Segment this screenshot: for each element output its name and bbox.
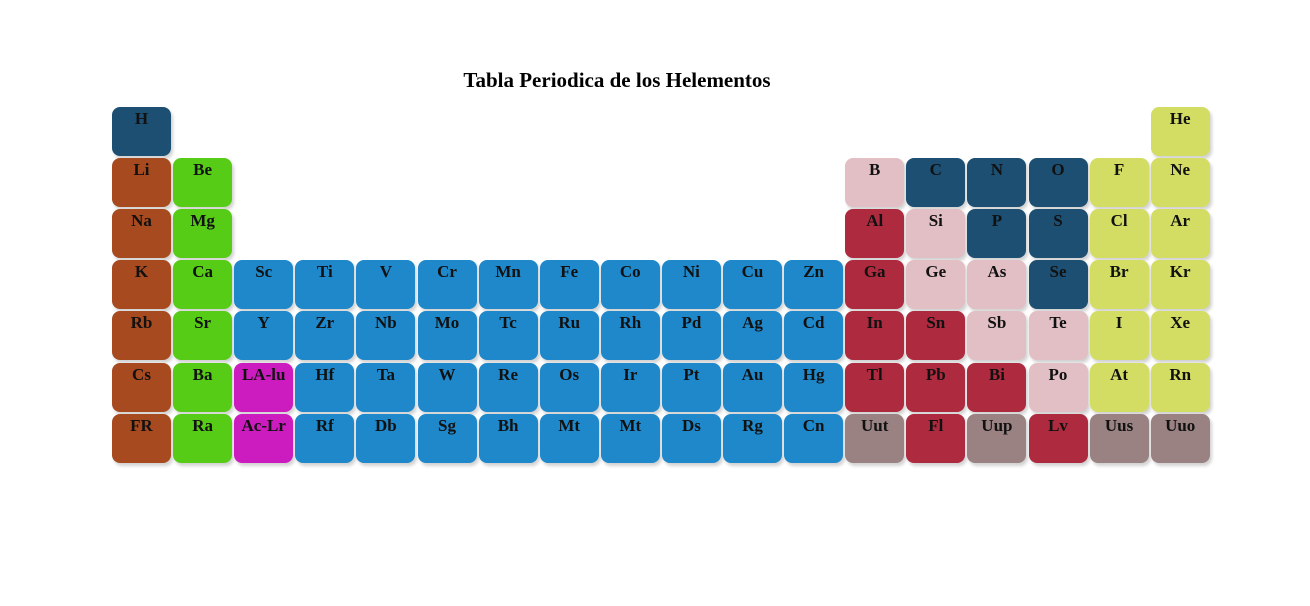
element-cell-sr[interactable]: Sr <box>173 311 233 361</box>
element-cell-cl[interactable]: Cl <box>1089 209 1149 259</box>
element-cell-hf[interactable]: Hf <box>295 362 355 412</box>
element-cell-s[interactable]: S <box>1028 209 1088 259</box>
element-cell-ra[interactable]: Ra <box>173 413 233 463</box>
element-cell-ni[interactable]: Ni <box>661 260 721 310</box>
element-cell-tc[interactable]: Tc <box>478 311 538 361</box>
element-cell-cs[interactable]: Cs <box>112 362 171 412</box>
periodic-table-grid: H He Li Be B C N O F Ne Na Mg Al Si P S Cl Ar K Ca Sc Ti V Cr Mn… <box>112 107 1212 467</box>
element-cell-mg[interactable]: Mg <box>173 209 233 259</box>
element-cell-sg[interactable]: Sg <box>417 413 477 463</box>
element-cell-ne[interactable]: Ne <box>1150 158 1210 208</box>
element-cell-at[interactable]: At <box>1089 362 1149 412</box>
element-cell-he[interactable]: He <box>1150 107 1210 156</box>
element-cell-co[interactable]: Co <box>600 260 660 310</box>
element-cell-w[interactable]: W <box>417 362 477 412</box>
element-cell-rf[interactable]: Rf <box>295 413 355 463</box>
element-cell-ti[interactable]: Ti <box>295 260 355 310</box>
element-cell-fr[interactable]: FR <box>112 413 171 463</box>
element-cell-kr[interactable]: Kr <box>1150 260 1210 310</box>
element-cell-v[interactable]: V <box>356 260 416 310</box>
element-cell-re[interactable]: Re <box>478 362 538 412</box>
element-cell-la-lu[interactable]: LA-lu <box>234 362 294 412</box>
element-cell-uus[interactable]: Uus <box>1089 413 1149 463</box>
element-cell-uut[interactable]: Uut <box>845 413 905 463</box>
element-cell-cn[interactable]: Cn <box>784 413 844 463</box>
element-cell-sn[interactable]: Sn <box>906 311 966 361</box>
element-cell-rn[interactable]: Rn <box>1150 362 1210 412</box>
element-cell-as[interactable]: As <box>967 260 1027 310</box>
element-cell-al[interactable]: Al <box>845 209 905 259</box>
element-cell-po[interactable]: Po <box>1028 362 1088 412</box>
element-cell-br[interactable]: Br <box>1089 260 1149 310</box>
element-cell-mt[interactable]: Mt <box>600 413 660 463</box>
element-cell-bh[interactable]: Bh <box>478 413 538 463</box>
element-cell-xe[interactable]: Xe <box>1150 311 1210 361</box>
element-cell-rb[interactable]: Rb <box>112 311 171 361</box>
element-cell-in[interactable]: In <box>845 311 905 361</box>
element-cell-mo[interactable]: Mo <box>417 311 477 361</box>
element-cell-uup[interactable]: Uup <box>967 413 1027 463</box>
element-cell-pb[interactable]: Pb <box>906 362 966 412</box>
element-cell-se[interactable]: Se <box>1028 260 1088 310</box>
element-cell-si[interactable]: Si <box>906 209 966 259</box>
element-cell-pt[interactable]: Pt <box>661 362 721 412</box>
element-cell-te[interactable]: Te <box>1028 311 1088 361</box>
element-cell-ga[interactable]: Ga <box>845 260 905 310</box>
element-cell-ba[interactable]: Ba <box>173 362 233 412</box>
page-title: Tabla Periodica de los Helementos <box>463 68 771 92</box>
element-cell-ir[interactable]: Ir <box>600 362 660 412</box>
element-cell-o[interactable]: O <box>1028 158 1088 208</box>
element-cell-ds[interactable]: Ds <box>661 413 721 463</box>
element-cell-ac-lr[interactable]: Ac-Lr <box>234 413 294 463</box>
element-cell-mn[interactable]: Mn <box>478 260 538 310</box>
element-cell-tl[interactable]: Tl <box>845 362 905 412</box>
element-cell-b[interactable]: B <box>845 158 905 208</box>
element-cell-nb[interactable]: Nb <box>356 311 416 361</box>
element-cell-ta[interactable]: Ta <box>356 362 416 412</box>
element-cell-hg[interactable]: Hg <box>784 362 844 412</box>
element-cell-fl[interactable]: Fl <box>906 413 966 463</box>
element-cell-y[interactable]: Y <box>234 311 294 361</box>
element-cell-be[interactable]: Be <box>173 158 233 208</box>
element-cell-k[interactable]: K <box>112 260 171 310</box>
element-cell-na[interactable]: Na <box>112 209 171 259</box>
element-cell-ge[interactable]: Ge <box>906 260 966 310</box>
element-cell-h[interactable]: H <box>112 107 171 156</box>
element-cell-au[interactable]: Au <box>723 362 782 412</box>
element-cell-c[interactable]: C <box>906 158 966 208</box>
element-cell-li[interactable]: Li <box>112 158 171 208</box>
element-cell-sc[interactable]: Sc <box>234 260 294 310</box>
element-cell-cd[interactable]: Cd <box>784 311 844 361</box>
element-cell-cr[interactable]: Cr <box>417 260 477 310</box>
element-cell-ca[interactable]: Ca <box>173 260 233 310</box>
element-cell-pd[interactable]: Pd <box>661 311 721 361</box>
element-cell-mt[interactable]: Mt <box>539 413 599 463</box>
element-cell-db[interactable]: Db <box>356 413 416 463</box>
element-cell-ar[interactable]: Ar <box>1150 209 1210 259</box>
element-cell-os[interactable]: Os <box>539 362 599 412</box>
element-cell-rg[interactable]: Rg <box>723 413 782 463</box>
element-cell-ag[interactable]: Ag <box>723 311 782 361</box>
element-cell-sb[interactable]: Sb <box>967 311 1027 361</box>
element-cell-fe[interactable]: Fe <box>539 260 599 310</box>
element-cell-rh[interactable]: Rh <box>600 311 660 361</box>
element-cell-f[interactable]: F <box>1089 158 1149 208</box>
element-cell-uuo[interactable]: Uuo <box>1150 413 1210 463</box>
element-cell-ru[interactable]: Ru <box>539 311 599 361</box>
element-cell-bi[interactable]: Bi <box>967 362 1027 412</box>
element-cell-zr[interactable]: Zr <box>295 311 355 361</box>
element-cell-zn[interactable]: Zn <box>784 260 844 310</box>
element-cell-cu[interactable]: Cu <box>723 260 782 310</box>
element-cell-n[interactable]: N <box>967 158 1027 208</box>
element-cell-lv[interactable]: Lv <box>1028 413 1088 463</box>
element-cell-i[interactable]: I <box>1089 311 1149 361</box>
element-cell-p[interactable]: P <box>967 209 1027 259</box>
